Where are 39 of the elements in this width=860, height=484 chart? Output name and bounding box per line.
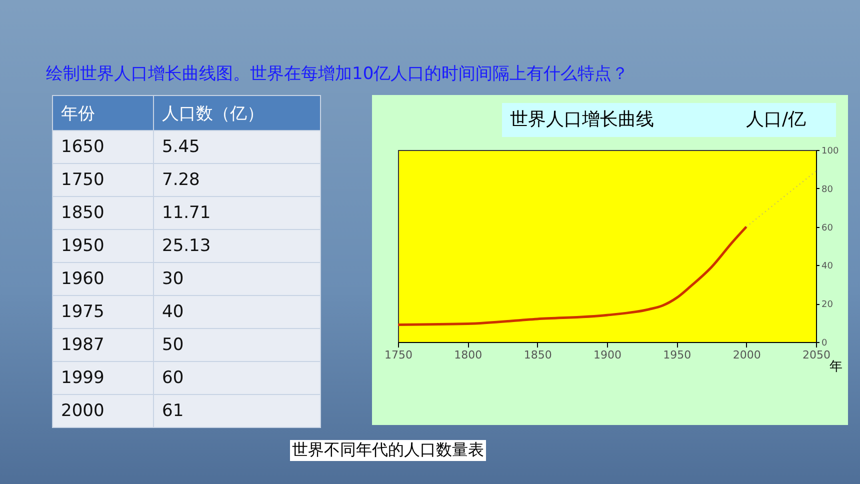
text: 1999: [52, 362, 154, 394]
text: 1750: [52, 164, 154, 196]
x-tick-label: 2050: [802, 348, 830, 362]
text: 7.28: [154, 164, 320, 196]
y-tick-label: 100: [822, 146, 839, 156]
text: 25.13: [154, 230, 320, 262]
line-series: [396, 226, 748, 326]
x-tick-label: 1900: [594, 348, 622, 362]
text: 11.71: [154, 196, 320, 230]
x-tick-label: 1850: [524, 348, 552, 362]
y-axis-title: 人口/亿: [746, 108, 806, 132]
text: 61: [154, 394, 320, 428]
text: 1850: [52, 196, 154, 230]
x-tick-label: 1950: [663, 348, 692, 362]
text: 5.45: [154, 130, 320, 164]
y-tick-label: 0: [822, 338, 828, 348]
text: 50: [154, 328, 320, 362]
text: 绘制世界人口增长曲线图。世界在每增加10亿人口的时间间隔上有什么特点？: [46, 63, 629, 85]
x-tick-label: 1750: [384, 348, 412, 362]
y-tick-label: 20: [822, 300, 834, 310]
text: 1987: [52, 328, 154, 362]
text: 1960: [52, 262, 154, 296]
text: 60: [154, 362, 320, 394]
text: 40: [154, 296, 320, 328]
text: 30: [154, 262, 320, 296]
y-tick-label: 80: [822, 184, 834, 195]
x-tick-label: 2000: [732, 348, 761, 362]
text: 1950: [52, 230, 154, 262]
y-tick-label: 60: [822, 223, 834, 234]
y-tick-label: 40: [822, 262, 834, 272]
chart-title: 世界人口增长曲线: [510, 108, 654, 132]
x-axis-title: 年: [830, 360, 842, 374]
x-tick-label: 1800: [454, 348, 482, 362]
text: 2000: [52, 394, 154, 428]
text: 世界不同年代的人口数量表: [290, 440, 486, 461]
text: 年份: [52, 96, 154, 130]
text: 1650: [52, 130, 154, 164]
text: 人口数（亿）: [154, 96, 320, 130]
text: 1975: [52, 296, 154, 328]
